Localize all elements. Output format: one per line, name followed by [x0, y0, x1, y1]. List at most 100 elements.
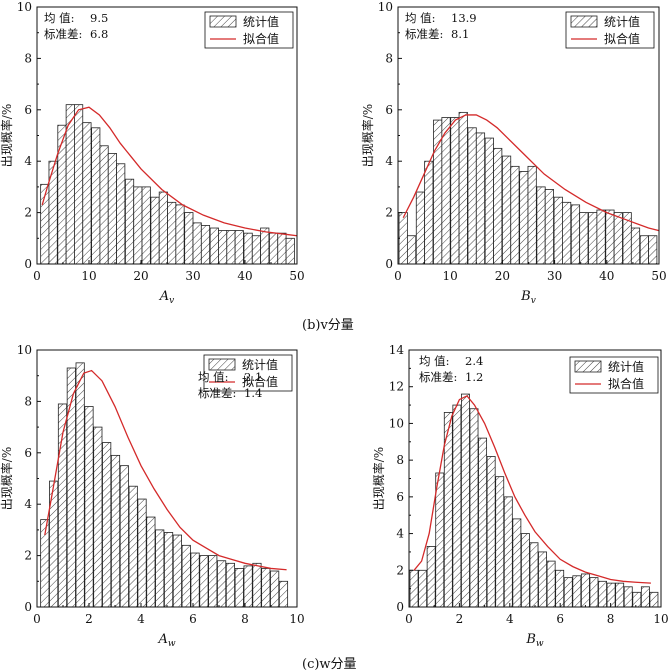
- x-tick-label: 4: [506, 612, 514, 626]
- legend-hist-swatch: [570, 15, 598, 28]
- legend-hist-label: 统计值: [608, 359, 644, 374]
- histogram-bar: [588, 212, 598, 265]
- legend-hist-swatch: [208, 358, 236, 371]
- y-tick-label: 2: [24, 206, 32, 220]
- y-tick-label: 4: [24, 154, 32, 168]
- legend-hist-label: 统计值: [604, 14, 640, 29]
- y-tick-label: 8: [24, 394, 32, 408]
- histogram-bar: [155, 529, 165, 608]
- histogram-bar: [546, 560, 556, 608]
- histogram-bar: [209, 227, 219, 265]
- histogram-bar: [278, 580, 289, 608]
- caption-v-component: (b)v分量: [302, 318, 354, 333]
- histogram-bar: [484, 137, 494, 265]
- x-tick-label: 40: [599, 269, 614, 283]
- stats-mean-label: 均 值:: [44, 11, 75, 25]
- histogram-bar: [452, 404, 462, 608]
- y-axis-label: 出现概率/%: [371, 447, 386, 510]
- x-tick-label: 40: [237, 269, 252, 283]
- y-tick-label: 6: [24, 103, 32, 117]
- histogram-bar: [570, 204, 581, 265]
- fit-curve: [402, 114, 660, 232]
- x-tick-label: 30: [185, 269, 200, 283]
- histogram-bar: [261, 568, 271, 608]
- histogram-bar: [99, 145, 109, 265]
- legend-fit-label: 拟合值: [604, 31, 640, 46]
- histogram-bar: [137, 498, 147, 608]
- x-tick-label: 0: [33, 269, 41, 283]
- histogram-bar: [252, 562, 262, 608]
- x-axis-label: Bw: [525, 632, 544, 649]
- histogram-bar: [562, 201, 572, 265]
- y-tick-label: 0: [385, 257, 393, 271]
- legend-hist-label: 统计值: [242, 357, 278, 372]
- histogram-bar: [478, 437, 488, 608]
- histogram-bar: [269, 232, 279, 265]
- histogram-bar: [225, 562, 235, 608]
- histogram-bar: [572, 575, 582, 608]
- y-tick-label: 14: [389, 343, 405, 357]
- y-tick-label: 2: [24, 549, 32, 563]
- x-tick-label: 20: [495, 269, 510, 283]
- stats-mean-value: 2.4: [465, 354, 483, 368]
- histogram-bar: [75, 362, 85, 608]
- stats-std-value: 1.2: [465, 370, 483, 384]
- histogram-bar: [200, 225, 211, 265]
- histogram-bar: [181, 544, 191, 608]
- y-tick-label: 8: [385, 51, 393, 65]
- histogram-bar: [243, 232, 253, 265]
- histogram-bar: [260, 227, 270, 265]
- histogram-bar: [596, 209, 606, 265]
- histogram-bar: [208, 555, 218, 608]
- histogram-bar: [226, 230, 236, 265]
- legend-hist-label: 统计值: [243, 14, 279, 29]
- histogram-bar: [133, 186, 143, 265]
- histogram-bar: [639, 235, 649, 265]
- histogram-bar: [589, 577, 599, 608]
- histogram-bar: [615, 582, 625, 608]
- fit-curve: [413, 395, 651, 584]
- histogram-bar: [102, 442, 112, 608]
- x-tick-label: 4: [137, 612, 145, 626]
- x-tick-label: 10: [289, 612, 304, 626]
- histogram-bar: [82, 122, 92, 265]
- histogram-bar: [409, 569, 419, 608]
- histogram-bar: [630, 227, 641, 265]
- x-tick-label: 2: [85, 612, 93, 626]
- x-tick-label: 2: [456, 612, 464, 626]
- histogram-bar: [623, 586, 633, 608]
- y-tick-label: 0: [396, 600, 404, 614]
- histogram-bar: [640, 586, 650, 608]
- fit-curve: [41, 106, 298, 237]
- y-tick-label: 10: [17, 343, 32, 357]
- stats-std-label: 标准差:: [405, 27, 443, 41]
- legend-hist-swatch: [209, 15, 237, 28]
- y-tick-label: 8: [396, 453, 404, 467]
- histogram-bar: [218, 230, 228, 265]
- legend-fit-label: 拟合值: [243, 31, 279, 46]
- stats-mean-value: 9.5: [90, 11, 108, 25]
- histogram-bar: [613, 212, 623, 265]
- x-tick-label: 6: [189, 612, 197, 626]
- x-tick-label: 0: [33, 612, 41, 626]
- stats-std-value: 1.4: [244, 386, 262, 400]
- histogram-bar: [184, 212, 194, 265]
- histogram-bar: [243, 565, 253, 608]
- y-tick-label: 0: [24, 257, 32, 271]
- histogram-bar: [192, 222, 202, 265]
- legend-hist-swatch: [574, 360, 602, 373]
- histogram-bar: [598, 580, 607, 608]
- histogram-bar: [649, 591, 659, 608]
- x-tick-label: 50: [289, 269, 304, 283]
- histogram-bar: [91, 127, 101, 265]
- histogram-bar: [486, 456, 496, 608]
- histogram-bar: [544, 189, 554, 265]
- histogram-bar: [251, 235, 261, 265]
- x-tick-label: 50: [651, 269, 666, 283]
- histogram-bar: [418, 569, 428, 608]
- histogram-bar: [461, 393, 470, 608]
- histogram-bar: [57, 124, 67, 265]
